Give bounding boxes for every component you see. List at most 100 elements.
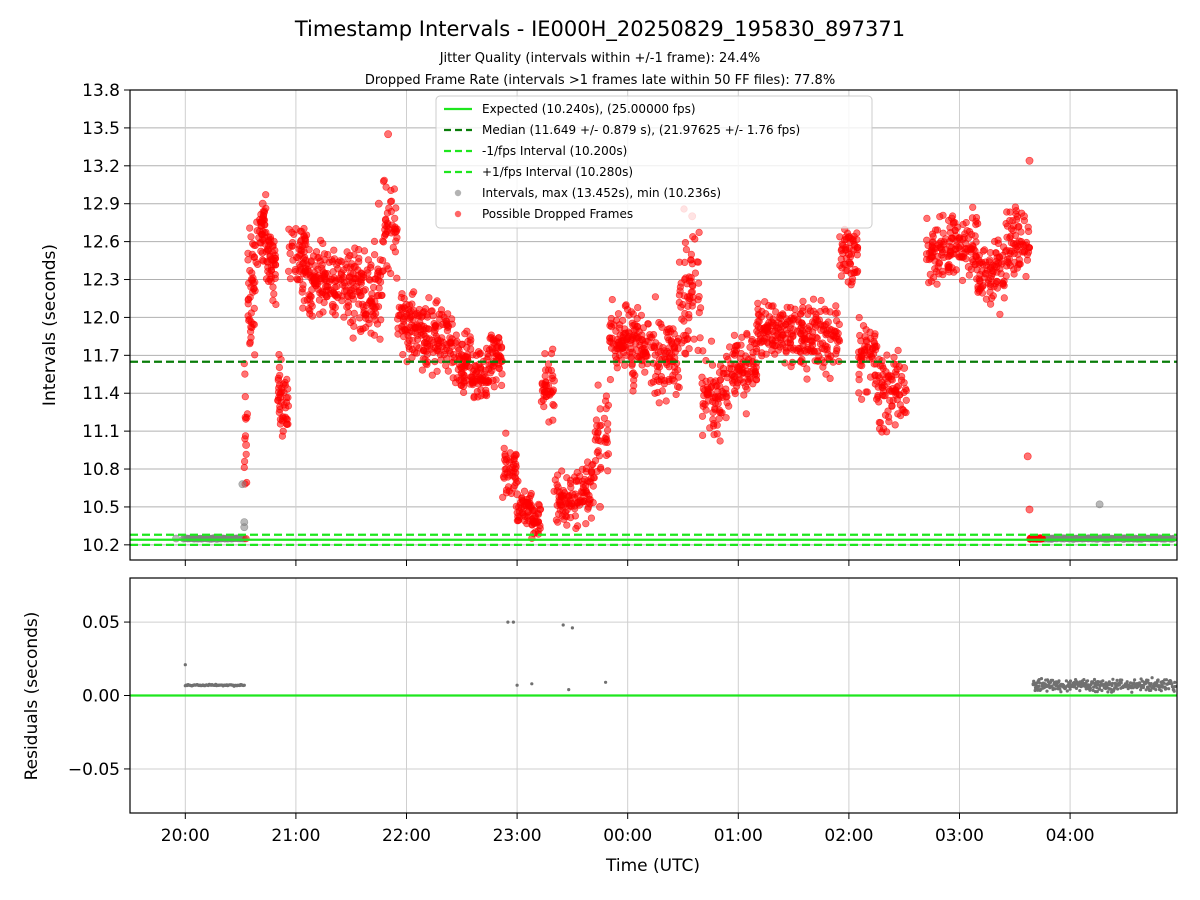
dropped-frame-point (716, 437, 724, 445)
x-tick-label: 22:00 (382, 826, 431, 846)
dropped-frame-point (542, 392, 550, 401)
dropped-frame-point (613, 364, 621, 372)
dropped-frame-point (685, 314, 693, 322)
dropped-frame-point (482, 389, 490, 397)
dropped-frame-point (323, 292, 331, 301)
dropped-frame-point (876, 419, 885, 427)
dropped-frame-point (741, 383, 750, 391)
dropped-frame-point (500, 444, 508, 452)
dropped-frame-point (247, 233, 255, 241)
dropped-frame-point (634, 304, 642, 312)
dropped-frame-point (775, 314, 784, 322)
dropped-frame-point (936, 213, 944, 221)
dropped-frame-point (804, 304, 813, 312)
dropped-frame-point (423, 313, 432, 321)
top-y-tick-label: 12.6 (82, 233, 120, 253)
dropped-frame-rate-subtitle: Dropped Frame Rate (intervals >1 frames … (365, 73, 835, 88)
dropped-frame-point (360, 247, 369, 255)
dropped-frame-point (521, 517, 529, 525)
dropped-frame-point (853, 251, 861, 259)
dropped-frame-point (520, 487, 529, 495)
dropped-frame-point (582, 468, 591, 476)
dropped-frame-point (395, 311, 403, 320)
dropped-frame-point (279, 414, 287, 423)
dropped-frame-point (494, 351, 503, 360)
dropped-frame-point (606, 322, 614, 330)
dropped-frame-point (572, 476, 580, 484)
dropped-frame-point (927, 277, 935, 285)
dropped-frame-point (286, 275, 295, 283)
residual-point (239, 683, 243, 687)
dropped-frame-point (821, 305, 829, 313)
dropped-frame-point (651, 293, 660, 301)
dropped-frame-point (934, 263, 942, 271)
residual-point (1110, 681, 1115, 686)
residual-point (1033, 688, 1037, 693)
top-y-tick-label: 11.7 (82, 346, 120, 366)
residual-point (1164, 678, 1168, 682)
dropped-frame-point (771, 350, 779, 358)
dropped-frame-point (611, 352, 620, 360)
top-y-tick-label: 11.1 (82, 422, 120, 442)
dropped-frame-point (737, 350, 745, 358)
dropped-frame-point (437, 306, 446, 314)
dropped-frame-point (283, 375, 291, 384)
dropped-frame-point (819, 363, 827, 371)
dropped-frame-point (344, 292, 352, 301)
dropped-frame-point (714, 392, 722, 401)
residual-point (1053, 687, 1057, 691)
dropped-frame-point (722, 385, 730, 393)
dropped-frame-point (460, 388, 468, 397)
residual-point (1144, 688, 1148, 692)
dropped-frame-point (863, 338, 871, 346)
dropped-frame-point (655, 363, 664, 371)
dropped-frame-point (299, 304, 307, 312)
dropped-frame-point (754, 337, 763, 345)
dropped-frame-point (466, 339, 474, 347)
dropped-frame-point (245, 316, 253, 325)
dropped-frame-point (269, 283, 277, 291)
residual-point (1149, 682, 1153, 686)
dropped-frame-point (678, 315, 686, 323)
dropped-frame-point (371, 251, 379, 259)
dropped-frame-point (319, 308, 327, 316)
legend-dropped-label: Possible Dropped Frames (482, 207, 633, 221)
dropped-frame-point (514, 516, 522, 525)
dropped-frame-point (630, 376, 638, 384)
dropped-frame-point (387, 269, 395, 278)
dropped-frame-point (684, 327, 692, 335)
residual-point (1101, 679, 1105, 683)
dropped-frame-point (698, 379, 706, 388)
dropped-frame-point (246, 340, 254, 348)
dropped-frame-point (251, 241, 259, 249)
dropped-frame-point (1012, 216, 1021, 224)
dropped-frame-point (699, 347, 707, 355)
dropped-frame-point (676, 287, 684, 295)
dropped-frame-point (247, 334, 255, 342)
dropped-frame-point (297, 250, 305, 258)
legend-median-label: Median (11.649 +/- 0.879 s), (21.97625 +… (482, 123, 800, 137)
dropped-frame-point (976, 271, 984, 279)
dropped-frame-point (362, 310, 370, 318)
residual-point (1095, 686, 1099, 690)
dropped-frame-point (252, 258, 260, 266)
dropped-frame-point (763, 338, 771, 346)
dropped-frame-point (971, 232, 979, 240)
dropped-frame-point (902, 396, 910, 404)
residual-point (1088, 686, 1092, 690)
dropped-frame-point (513, 490, 521, 499)
dropped-frame-point (391, 228, 400, 236)
residual-point (1115, 678, 1119, 683)
dropped-frame-point (857, 395, 866, 403)
dropped-frame-point (826, 374, 834, 383)
dropped-frame-point (658, 387, 667, 395)
residual-point (1162, 681, 1166, 685)
dropped-frame-point (655, 319, 663, 327)
dropped-frame-point (345, 273, 354, 281)
dropped-frame-point (628, 355, 636, 363)
dropped-frame-point (400, 325, 409, 334)
dropped-frame-point (514, 477, 522, 485)
residual-point (1123, 685, 1127, 689)
dropped-frame-point (340, 313, 348, 321)
dropped-frame-point (296, 267, 304, 275)
